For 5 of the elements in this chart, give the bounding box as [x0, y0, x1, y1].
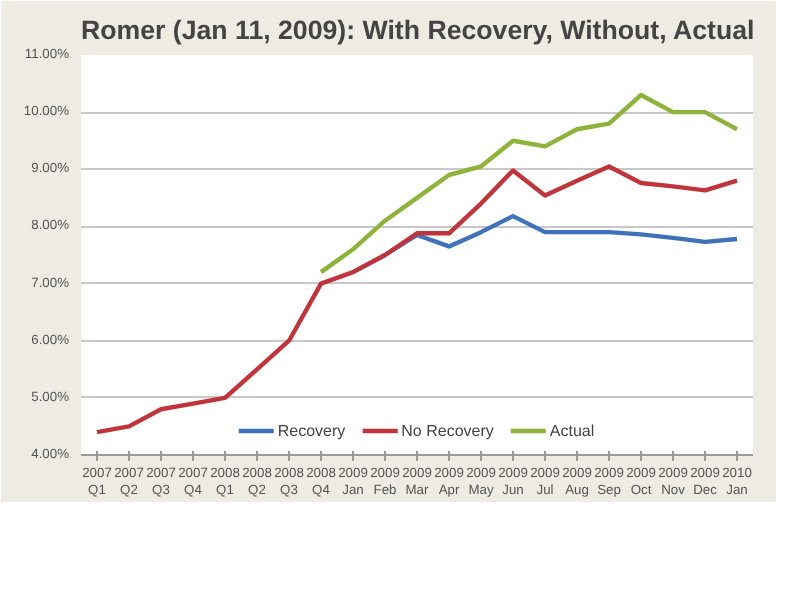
legend-label: Recovery — [277, 421, 346, 439]
line-series — [318, 92, 740, 275]
legend-label: Actual — [549, 421, 595, 439]
legend-label: No Recovery — [401, 421, 494, 439]
chart-title: Romer (Jan 11, 2009): With Recovery, Without, Actual — [81, 15, 755, 45]
